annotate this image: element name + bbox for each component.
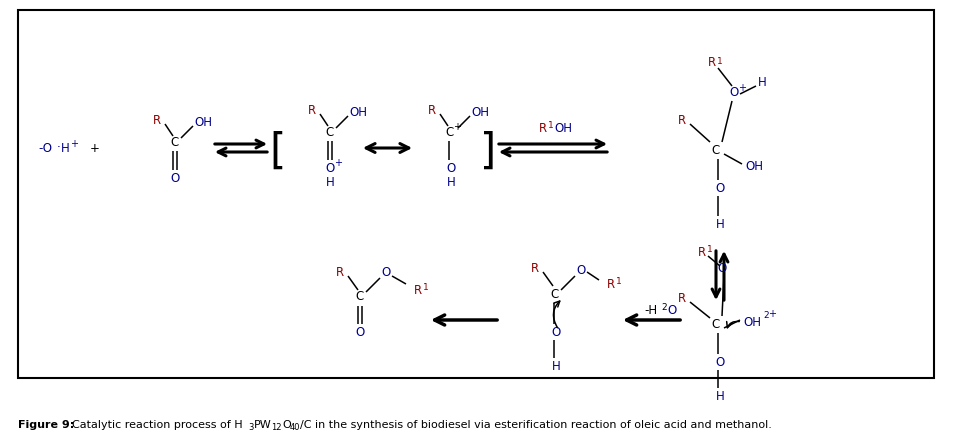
Text: OH: OH xyxy=(745,160,763,173)
Text: R: R xyxy=(336,266,344,278)
Text: +: + xyxy=(334,158,342,168)
Text: H: H xyxy=(757,76,767,90)
Text: /C in the synthesis of biodiesel via esterification reaction of oleic acid and m: /C in the synthesis of biodiesel via est… xyxy=(300,420,771,430)
Text: ]: ] xyxy=(480,131,496,173)
Text: O: O xyxy=(576,264,586,277)
Text: R: R xyxy=(607,277,615,291)
Text: R: R xyxy=(539,121,547,135)
Text: O: O xyxy=(667,305,677,318)
Text: R: R xyxy=(678,291,686,305)
Text: C: C xyxy=(712,143,720,156)
Bar xyxy=(18,10,934,378)
Text: O: O xyxy=(282,420,291,430)
Text: 40: 40 xyxy=(290,423,300,431)
Text: C: C xyxy=(171,135,179,149)
Text: O: O xyxy=(717,261,727,274)
Text: +: + xyxy=(768,309,776,319)
Text: O: O xyxy=(729,87,739,100)
Text: H: H xyxy=(446,177,455,190)
Text: -O: -O xyxy=(38,142,52,155)
Text: 1: 1 xyxy=(548,121,554,131)
Text: OH: OH xyxy=(471,105,489,118)
Text: Figure 9:: Figure 9: xyxy=(18,420,75,430)
Text: OH: OH xyxy=(349,105,367,118)
Text: H: H xyxy=(552,360,560,372)
Text: O: O xyxy=(715,356,725,368)
Text: +: + xyxy=(90,142,99,155)
Text: R: R xyxy=(698,246,706,259)
Text: ·: · xyxy=(57,142,61,155)
Text: C: C xyxy=(356,291,364,304)
Text: R: R xyxy=(153,114,161,126)
Text: R: R xyxy=(708,56,716,69)
Text: H: H xyxy=(716,389,725,402)
Text: [: [ xyxy=(270,131,286,173)
Text: OH: OH xyxy=(743,316,761,329)
Text: O: O xyxy=(715,181,725,194)
Text: Catalytic reaction process of H: Catalytic reaction process of H xyxy=(72,420,243,430)
Text: +: + xyxy=(70,139,78,149)
Text: 2: 2 xyxy=(662,304,667,312)
Text: OH: OH xyxy=(194,115,212,128)
Text: H: H xyxy=(61,142,70,155)
Text: R: R xyxy=(308,104,316,117)
Text: 1: 1 xyxy=(717,56,723,66)
Text: PW: PW xyxy=(254,420,272,430)
Text: H: H xyxy=(326,177,335,190)
Text: OH: OH xyxy=(554,121,572,135)
Text: 1: 1 xyxy=(424,284,429,292)
Text: C: C xyxy=(551,288,559,301)
Text: -H: -H xyxy=(644,305,658,318)
Text: +: + xyxy=(453,122,461,132)
Text: 1: 1 xyxy=(616,277,621,287)
Text: O: O xyxy=(356,326,364,339)
Text: O: O xyxy=(446,162,456,174)
Text: +: + xyxy=(738,83,746,93)
Text: H: H xyxy=(716,218,725,230)
Text: 1: 1 xyxy=(707,246,713,254)
Text: C: C xyxy=(326,125,335,139)
Text: R: R xyxy=(414,284,422,296)
Text: 2: 2 xyxy=(763,312,769,320)
Text: C: C xyxy=(712,318,720,330)
Text: O: O xyxy=(552,326,560,339)
Text: O: O xyxy=(325,162,335,174)
Text: C: C xyxy=(445,125,454,139)
Text: 3: 3 xyxy=(248,423,253,431)
Text: 12: 12 xyxy=(271,423,281,431)
Text: R: R xyxy=(428,104,436,117)
Text: O: O xyxy=(381,266,391,278)
Text: R: R xyxy=(678,114,686,126)
Text: R: R xyxy=(531,261,539,274)
Text: O: O xyxy=(170,171,180,184)
